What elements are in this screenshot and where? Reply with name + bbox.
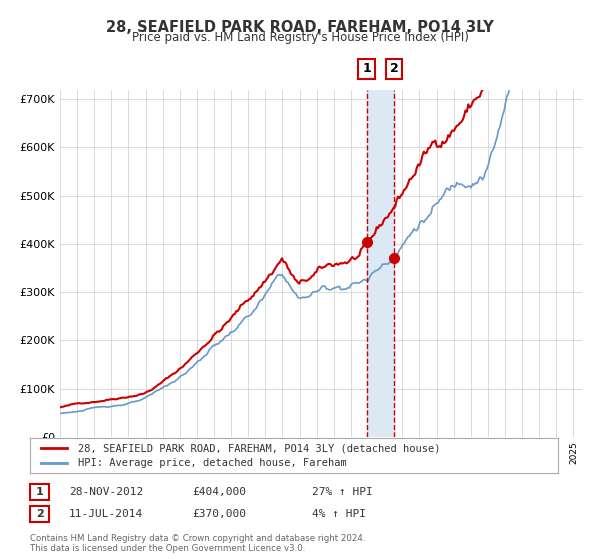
- Bar: [367, 90, 394, 437]
- Text: 28, SEAFIELD PARK ROAD, FAREHAM, PO14 3LY: 28, SEAFIELD PARK ROAD, FAREHAM, PO14 3L…: [106, 20, 494, 35]
- Text: 4% ↑ HPI: 4% ↑ HPI: [312, 509, 366, 519]
- Text: This data is licensed under the Open Government Licence v3.0.: This data is licensed under the Open Gov…: [30, 544, 305, 553]
- Text: £404,000: £404,000: [192, 487, 246, 497]
- Text: 2: 2: [390, 62, 398, 75]
- Text: 1: 1: [36, 487, 43, 497]
- Text: Price paid vs. HM Land Registry's House Price Index (HPI): Price paid vs. HM Land Registry's House …: [131, 31, 469, 44]
- Text: 28, SEAFIELD PARK ROAD, FAREHAM, PO14 3LY (detached house): 28, SEAFIELD PARK ROAD, FAREHAM, PO14 3L…: [77, 443, 440, 453]
- Text: 11-JUL-2014: 11-JUL-2014: [69, 509, 143, 519]
- Text: 27% ↑ HPI: 27% ↑ HPI: [312, 487, 373, 497]
- Text: HPI: Average price, detached house, Fareham: HPI: Average price, detached house, Fare…: [77, 459, 346, 469]
- Text: 28-NOV-2012: 28-NOV-2012: [69, 487, 143, 497]
- Text: 2: 2: [36, 509, 43, 519]
- Text: Contains HM Land Registry data © Crown copyright and database right 2024.: Contains HM Land Registry data © Crown c…: [30, 534, 365, 543]
- Text: £370,000: £370,000: [192, 509, 246, 519]
- Text: 1: 1: [362, 62, 371, 75]
